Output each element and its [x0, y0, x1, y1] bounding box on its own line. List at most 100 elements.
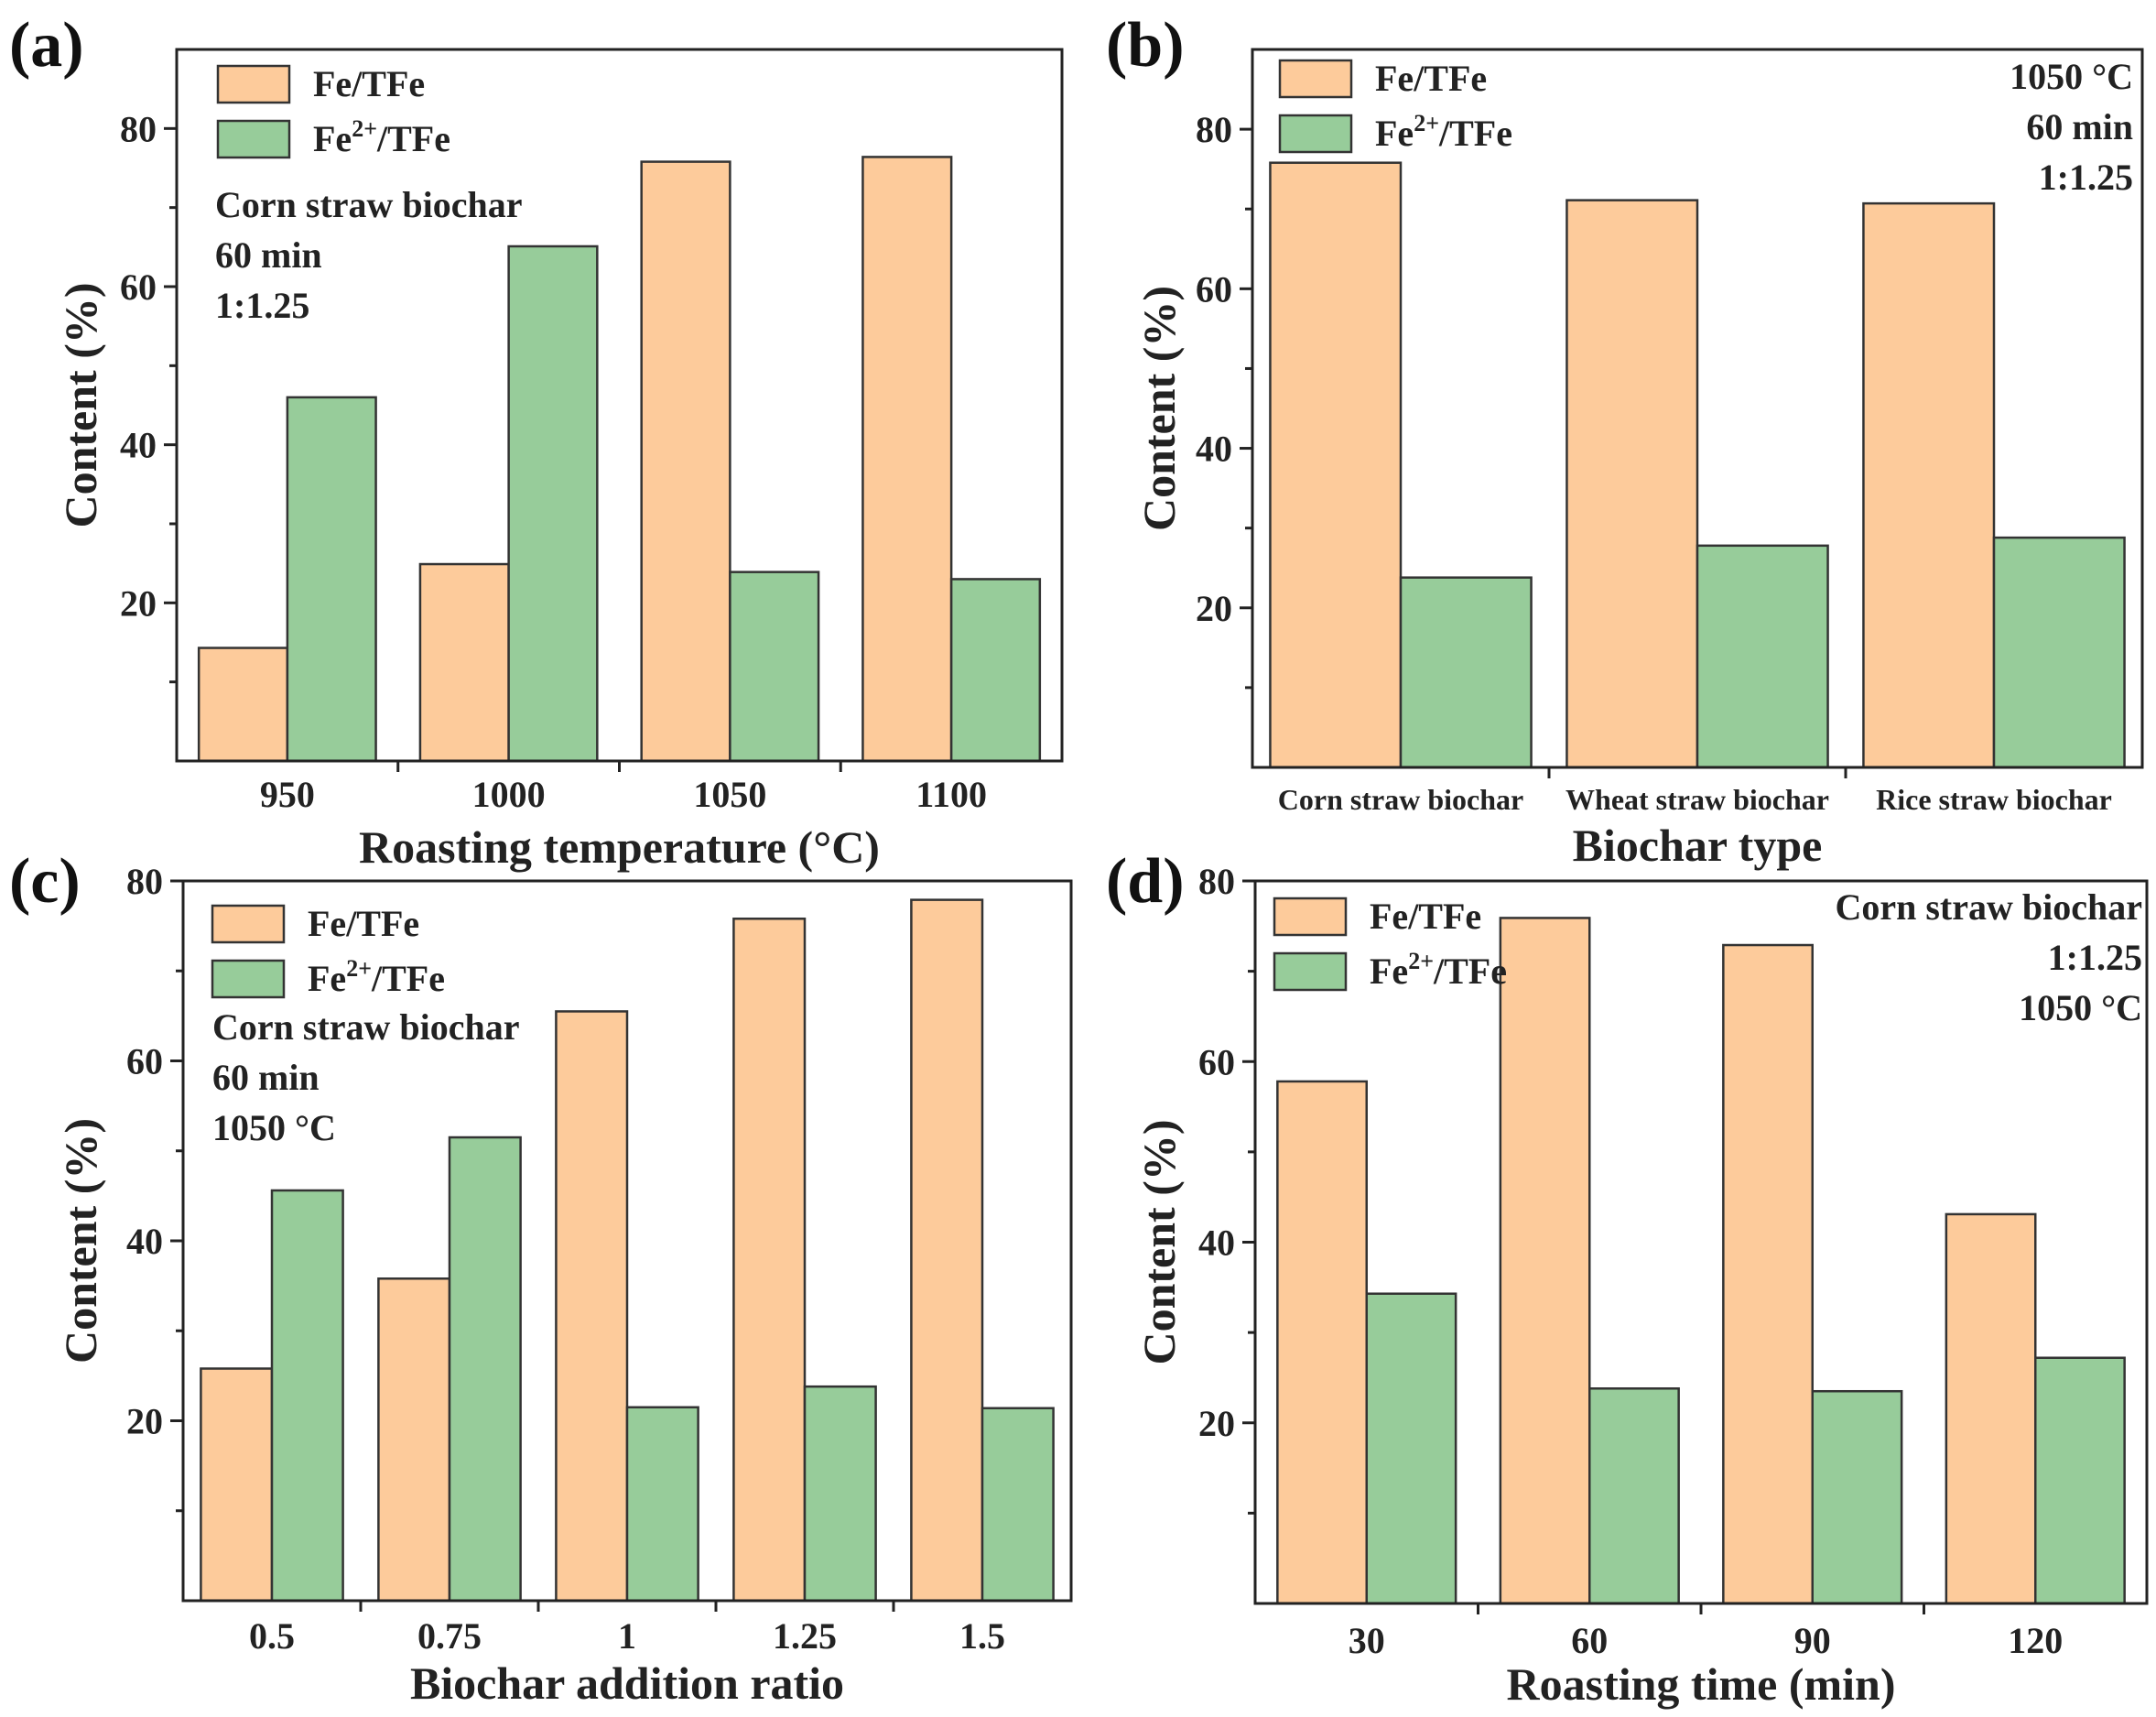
- legend-swatch-fe2-tfe: [1278, 114, 1353, 154]
- legend-label: Fe2+/TFe: [313, 115, 450, 159]
- bar-fe2-tfe-1-5: [980, 1407, 1055, 1603]
- panel-label: (b): [1106, 10, 1185, 81]
- legend-swatch-fe-tfe: [216, 64, 291, 104]
- x-axis-title: Roasting temperature (°C): [359, 821, 880, 873]
- x-tick-label: 0.75: [417, 1615, 482, 1657]
- bar-fe-tfe-rice-straw-biochar: [1862, 201, 1996, 769]
- x-tick-label: Rice straw biochar: [1876, 783, 2112, 816]
- y-tick-label: 60: [120, 266, 157, 308]
- y-tick-label: 60: [1198, 1041, 1235, 1082]
- bar-fe2-tfe-0-75: [448, 1136, 522, 1603]
- panel-c: (c) 0.5 0.75 1 1.25 1.5 20 40 60 80 Biochar additi…: [9, 846, 1073, 1709]
- y-tick-label: 80: [120, 108, 157, 149]
- x-axis-title: Roasting time (min): [1507, 1658, 1896, 1710]
- panel-label: (a): [9, 10, 84, 81]
- y-tick-label: 20: [1196, 588, 1232, 629]
- legend-swatch-fe2-tfe: [211, 959, 286, 999]
- bar-fe2-tfe-1000: [507, 245, 599, 763]
- x-tick-label: 950: [260, 774, 315, 815]
- bar-fe2-tfe-60: [1588, 1387, 1680, 1605]
- bar-fe-tfe-30: [1276, 1080, 1368, 1605]
- y-axis-title: Content (%): [55, 282, 106, 527]
- legend-swatch-fe-tfe: [211, 904, 286, 944]
- condition-note: 60 min: [212, 1057, 320, 1098]
- y-tick-label: 40: [1196, 429, 1232, 470]
- bar-fe-tfe-corn-straw-biochar: [1269, 161, 1403, 769]
- x-tick-label: 1.5: [959, 1615, 1005, 1657]
- bar-fe2-tfe-30: [1365, 1292, 1457, 1605]
- panel-label: (c): [9, 846, 81, 917]
- condition-note: 1:1.25: [2039, 157, 2133, 198]
- x-tick-label: 30: [1349, 1620, 1385, 1661]
- x-tick-label: Wheat straw biochar: [1566, 783, 1829, 816]
- y-tick-label: 80: [1198, 861, 1235, 902]
- bar-fe-tfe-1100: [861, 156, 953, 763]
- condition-note: 60 min: [215, 234, 322, 276]
- bar-fe2-tfe-950: [286, 396, 377, 763]
- x-axis-title: Biochar addition ratio: [410, 1657, 844, 1709]
- bar-fe2-tfe-1050: [729, 571, 820, 763]
- bar-fe-tfe-120: [1945, 1212, 2037, 1605]
- x-tick-label: 1000: [472, 774, 546, 815]
- x-tick-label: 120: [2008, 1620, 2063, 1661]
- bar-fe-tfe-1000: [418, 562, 510, 763]
- y-tick-label: 40: [120, 425, 157, 466]
- condition-note: 1:1.25: [2048, 937, 2142, 978]
- y-axis-title: Content (%): [1133, 1119, 1185, 1364]
- panel-b: (b) Corn straw biochar Wheat straw biochar…: [1106, 10, 2144, 871]
- bar-fe2-tfe-1: [625, 1406, 699, 1603]
- condition-note: 1050 °C: [2010, 56, 2133, 97]
- legend-label: Fe/TFe: [1375, 58, 1487, 99]
- legend-label: Fe2+/TFe: [308, 955, 445, 999]
- y-tick-label: 40: [1198, 1223, 1235, 1264]
- x-tick-label: 1050: [693, 774, 766, 815]
- panel-label: (d): [1106, 846, 1185, 917]
- legend-label: Fe/TFe: [1370, 896, 1481, 937]
- bar-fe-tfe-1050: [640, 160, 731, 763]
- x-tick-label: 60: [1571, 1620, 1608, 1661]
- y-tick-label: 60: [126, 1041, 163, 1082]
- bar-fe2-tfe-wheat-straw-biochar: [1696, 544, 1829, 769]
- condition-note: 1050 °C: [212, 1107, 336, 1148]
- bar-fe-tfe-1-25: [732, 918, 807, 1603]
- x-tick-label: Corn straw biochar: [1278, 783, 1523, 816]
- y-axis-title: Content (%): [55, 1118, 106, 1364]
- legend-swatch-fe-tfe: [1278, 59, 1353, 99]
- y-axis-title: Content (%): [1133, 286, 1185, 531]
- y-tick-label: 20: [126, 1401, 163, 1442]
- condition-note: Corn straw biochar: [215, 184, 523, 225]
- x-tick-label: 0.5: [249, 1615, 295, 1657]
- x-axis-title: Biochar type: [1573, 820, 1823, 871]
- bar-fe-tfe-1-5: [910, 898, 984, 1603]
- bar-fe2-tfe-corn-straw-biochar: [1399, 576, 1533, 769]
- bar-fe2-tfe-120: [2034, 1356, 2126, 1605]
- bar-fe2-tfe-0-5: [270, 1189, 344, 1603]
- y-tick-label: 80: [1196, 109, 1232, 150]
- bar-fe2-tfe-1100: [949, 578, 1042, 763]
- bar-fe-tfe-1: [555, 1010, 629, 1603]
- x-tick-label: 1: [618, 1615, 636, 1657]
- legend-label: Fe/TFe: [308, 903, 419, 944]
- y-tick-label: 20: [1198, 1403, 1235, 1444]
- legend-swatch-fe2-tfe: [216, 119, 291, 159]
- bar-fe2-tfe-rice-straw-biochar: [1992, 536, 2126, 769]
- y-tick-label: 40: [126, 1221, 163, 1262]
- condition-note: 1:1.25: [215, 285, 309, 326]
- y-tick-label: 60: [1196, 268, 1232, 310]
- legend-swatch-fe-tfe: [1273, 897, 1348, 937]
- bar-fe2-tfe-1-25: [803, 1385, 877, 1603]
- bar-fe-tfe-0-75: [377, 1277, 451, 1603]
- legend-label: Fe/TFe: [313, 63, 425, 104]
- plot-frame: [1251, 48, 2144, 769]
- x-tick-label: 1100: [915, 774, 987, 815]
- plot-frame: [175, 48, 1064, 763]
- x-tick-label: 1.25: [773, 1615, 837, 1657]
- x-tick-label: 90: [1794, 1620, 1831, 1661]
- bar-fe-tfe-0-5: [200, 1367, 274, 1603]
- condition-note: Corn straw biochar: [1835, 886, 2142, 928]
- bar-fe-tfe-90: [1722, 943, 1814, 1605]
- y-tick-label: 80: [126, 861, 163, 902]
- panel-d: (d) 30 60 90 120 20 40 60 80 Roasting time (min) C…: [1106, 846, 2149, 1710]
- bar-fe-tfe-950: [197, 647, 289, 763]
- bar-fe-tfe-60: [1499, 917, 1591, 1605]
